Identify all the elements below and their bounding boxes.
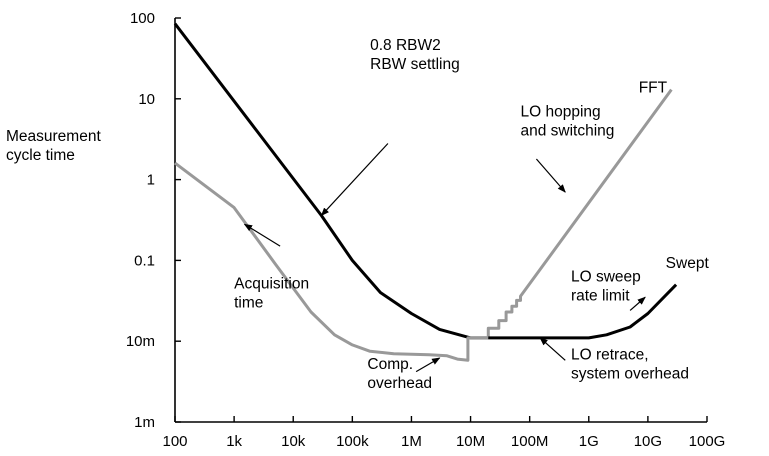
x-tick-label-3: 100k <box>336 433 369 450</box>
series-line-2 <box>486 88 673 338</box>
annotation-arrow-2 <box>415 357 441 373</box>
y-tick-label-2: 1 <box>147 172 155 189</box>
annotation-label-4-line-1: and switching <box>521 123 615 140</box>
annotation-label-2-line-0: Comp. <box>367 356 413 373</box>
y-tick-label-4: 10m <box>126 333 155 350</box>
annotation-label-0: 0.8 RBW2 RBW settling <box>370 37 460 73</box>
annotation-label-7-line-1: system overhead <box>571 366 689 383</box>
x-tick-label-2: 10k <box>281 433 306 450</box>
annotation-label-0-line-1: RBW settling <box>370 56 460 73</box>
annotation-label-6-line-0: Swept <box>666 255 710 272</box>
y-axis-label-line-2: cycle time <box>6 147 75 164</box>
annotation-label-5: LO sweep rate limit <box>571 268 641 304</box>
annotation-label-0-line-0: 0.8 RBW2 <box>370 37 441 54</box>
y-tick-label-0: 100 <box>130 10 155 27</box>
annotation-arrow-1 <box>243 223 281 247</box>
series-line-0 <box>173 22 489 340</box>
x-tick-label-4: 1M <box>401 433 422 450</box>
x-tick-label-0: 100 <box>162 433 187 450</box>
annotation-label-5-line-0: LO sweep <box>571 268 641 285</box>
y-tick-label-3: 0.1 <box>134 252 155 269</box>
annotation-arrow-0 <box>320 143 389 217</box>
annotation-arrow-5 <box>629 296 646 311</box>
axes: 100 1k 10k 100k 1M 10M 100M 1G 10G 100G 100 10 1 0.1 1… <box>126 10 726 450</box>
x-tick-label-9: 100G <box>689 433 726 450</box>
x-tick-label-7: 1G <box>579 433 599 450</box>
annotation-label-7-line-0: LO retrace, <box>571 347 649 364</box>
annotation-label-2: Comp. overhead <box>367 356 432 392</box>
series-line-3 <box>488 283 678 340</box>
x-tick-label-1: 1k <box>226 433 242 450</box>
annotation-label-3-line-0: FFT <box>639 79 668 96</box>
annotations-group: 0.8 RBW2 RBW settling Acquisition time Comp.… <box>234 37 709 392</box>
y-axis-label: Measurement cycle time <box>6 128 105 164</box>
annotation-label-1-line-0: Acquisition <box>234 275 309 292</box>
annotation-arrow-4 <box>535 158 566 193</box>
annotation-label-2-line-1: overhead <box>367 375 432 392</box>
annotation-label-4: LO hopping and switching <box>521 104 615 140</box>
annotation-label-3: FFT <box>639 79 668 96</box>
annotation-label-1: Acquisition time <box>234 275 309 311</box>
annotation-label-5-line-1: rate limit <box>571 287 630 304</box>
x-tick-label-5: 10M <box>456 433 485 450</box>
x-tick-label-8: 10G <box>634 433 662 450</box>
annotation-label-6: Swept <box>666 255 710 272</box>
y-axis-label-line-1: Measurement <box>6 128 101 145</box>
y-tick-label-5: 1m <box>134 414 155 431</box>
x-tick-label-6: 100M <box>511 433 549 450</box>
annotation-arrow-7 <box>539 337 566 361</box>
annotation-label-4-line-0: LO hopping <box>521 104 601 121</box>
annotation-label-7: LO retrace, system overhead <box>571 347 689 383</box>
y-tick-label-1: 10 <box>138 91 155 108</box>
series-group <box>173 22 678 362</box>
series-line-1 <box>174 161 489 362</box>
annotation-label-1-line-1: time <box>234 294 263 311</box>
